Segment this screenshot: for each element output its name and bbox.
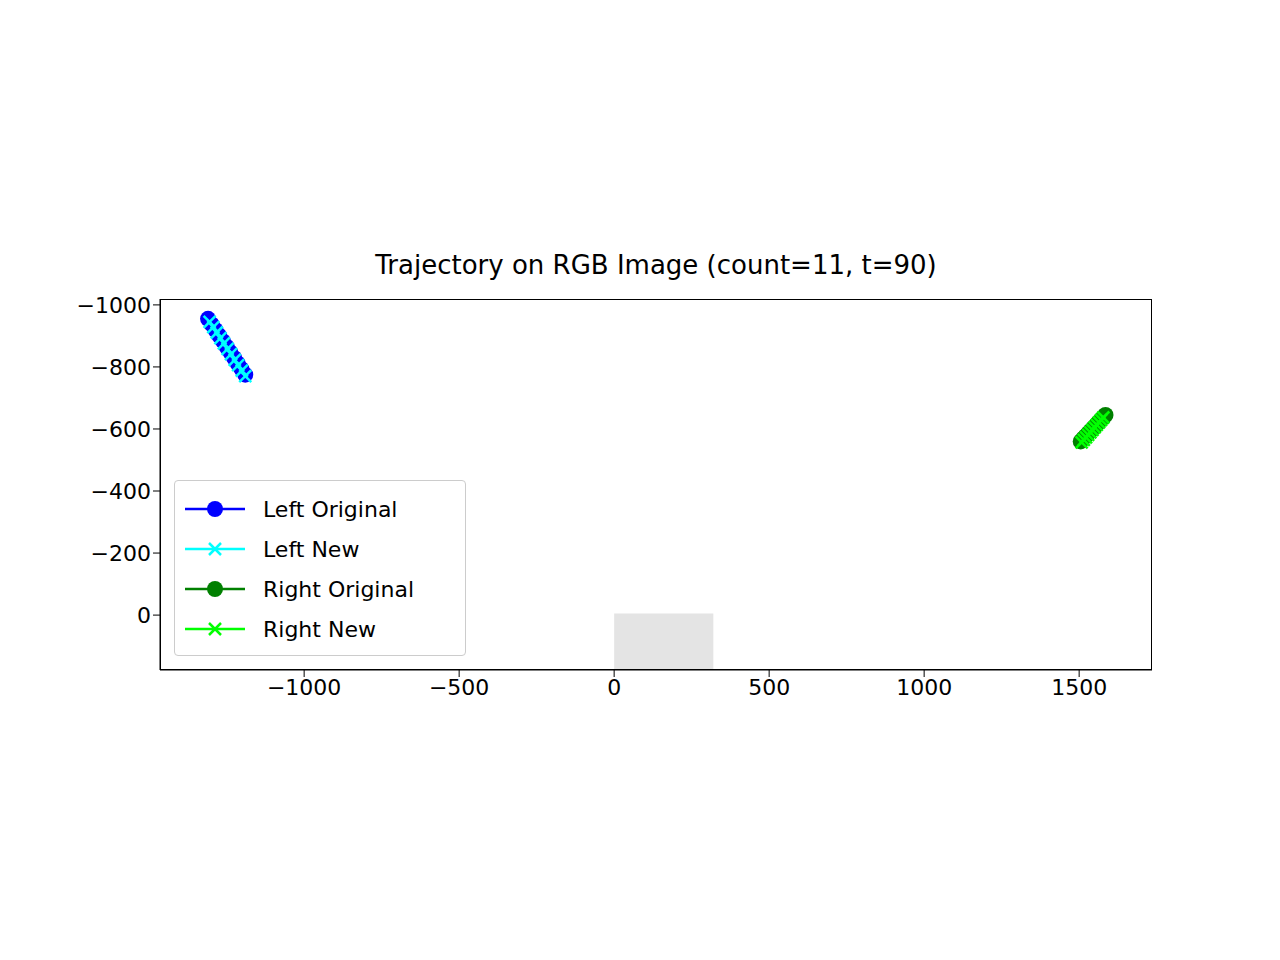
html-text:Right Original: Right Original (263, 576, 414, 602)
svg-text:1500: 1500 (1051, 675, 1107, 700)
svg-text:−1000: −1000 (267, 675, 341, 700)
svg-text:0: 0 (607, 675, 621, 700)
svg-text:−600: −600 (91, 417, 151, 442)
html-text:Left New: Left New (263, 536, 360, 562)
svg-text:−400: −400 (91, 479, 151, 504)
svg-text:−200: −200 (91, 541, 151, 566)
svg-text:−1000: −1000 (77, 293, 151, 318)
svg-text:1000: 1000 (896, 675, 952, 700)
svg-text:0: 0 (137, 603, 151, 628)
html-text:Right New: Right New (263, 616, 376, 642)
svg-text:−800: −800 (91, 355, 151, 380)
svg-text:500: 500 (748, 675, 790, 700)
html-text:Trajectory on RGB Image (count: Trajectory on RGB Image (count=11, t=90) (375, 250, 937, 280)
html-text:Left Original: Left Original (263, 496, 398, 522)
svg-text:−500: −500 (429, 675, 489, 700)
